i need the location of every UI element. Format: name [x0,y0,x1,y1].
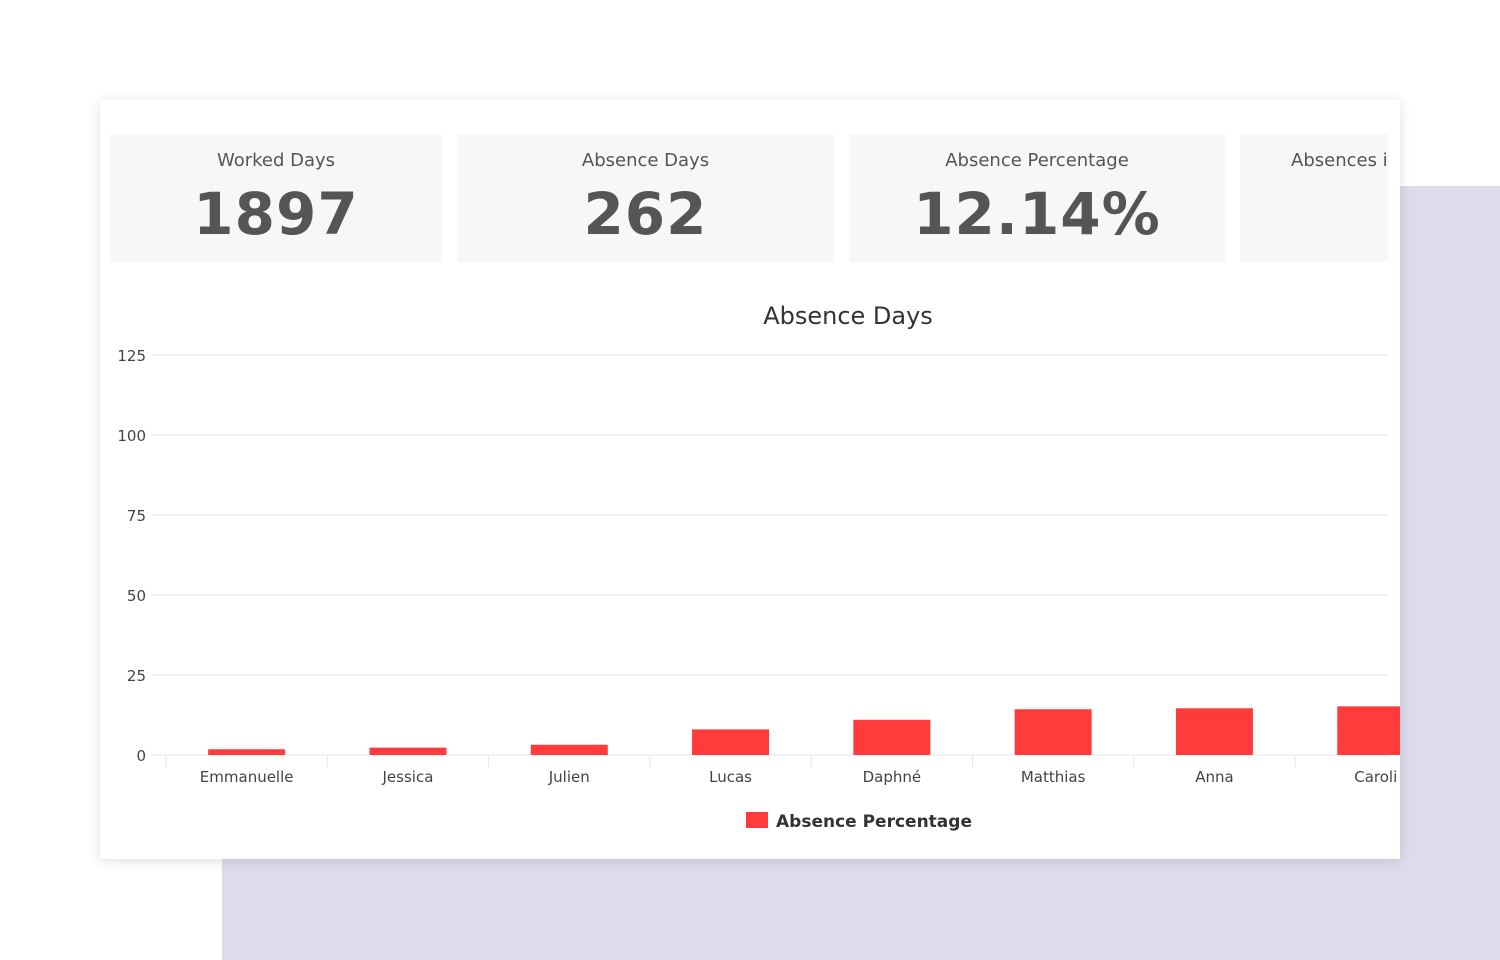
kpi-card-absence-days: Absence Days 262 [457,134,834,262]
dashboard-panel: Worked Days 1897 Absence Days 262 Absenc… [100,100,1400,859]
kpi-card-worked-days: Worked Days 1897 [110,134,442,262]
kpi-card-absence-percentage: Absence Percentage 12.14% [849,134,1225,262]
kpi-label: Absence Percentage [945,150,1129,171]
kpi-label: Absences in [1291,150,1388,171]
bar-series [208,706,1400,755]
y-tick-label: 0 [136,747,146,765]
kpi-label: Absence Days [581,150,710,171]
y-axis-ticks: 0 25 50 75 100 125 [117,347,146,765]
y-tick-label: 25 [127,667,146,685]
bar [1014,709,1092,755]
kpi-value: 1897 [193,180,359,248]
x-tick-label: Anna [1195,768,1233,786]
legend[interactable]: Absence Percentage [746,812,972,832]
bar [692,729,770,755]
x-tick-label: Matthias [1021,768,1086,786]
x-tick-label: Lucas [709,768,752,786]
kpi-card-absences-in: Absences in [1240,134,1388,262]
kpi-label: Worked Days [216,150,336,171]
grid-lines [152,354,1388,756]
y-tick-label: 75 [127,507,146,525]
y-tick-label: 125 [117,347,146,365]
x-tick-label: Emmanuelle [200,768,294,786]
bar [1175,708,1253,755]
legend-label: Absence Percentage [776,812,972,832]
bar [208,749,286,755]
legend-swatch [746,812,768,828]
kpi-strip: Worked Days 1897 Absence Days 262 Absenc… [110,134,1388,264]
absence-days-chart: Absence Days 0 25 50 75 100 125 Emmanuelle Jes… [117,302,1400,832]
y-tick-label: 50 [127,587,146,605]
bar [369,747,447,755]
chart-title: Absence Days [763,302,933,330]
kpi-value: 262 [583,180,708,248]
x-tick-label: Julien [548,768,590,786]
bar [530,744,608,755]
x-tick-label: Daphné [863,768,922,786]
kpi-value: 12.14% [913,180,1161,248]
x-tick-label: Jessica [382,768,434,786]
bar [1337,706,1400,755]
x-axis-ticks: Emmanuelle Jessica Julien Lucas Daphné Matthi… [165,755,1397,786]
bar [853,719,931,755]
x-tick-label: Caroli [1354,768,1397,786]
y-tick-label: 100 [117,427,146,445]
